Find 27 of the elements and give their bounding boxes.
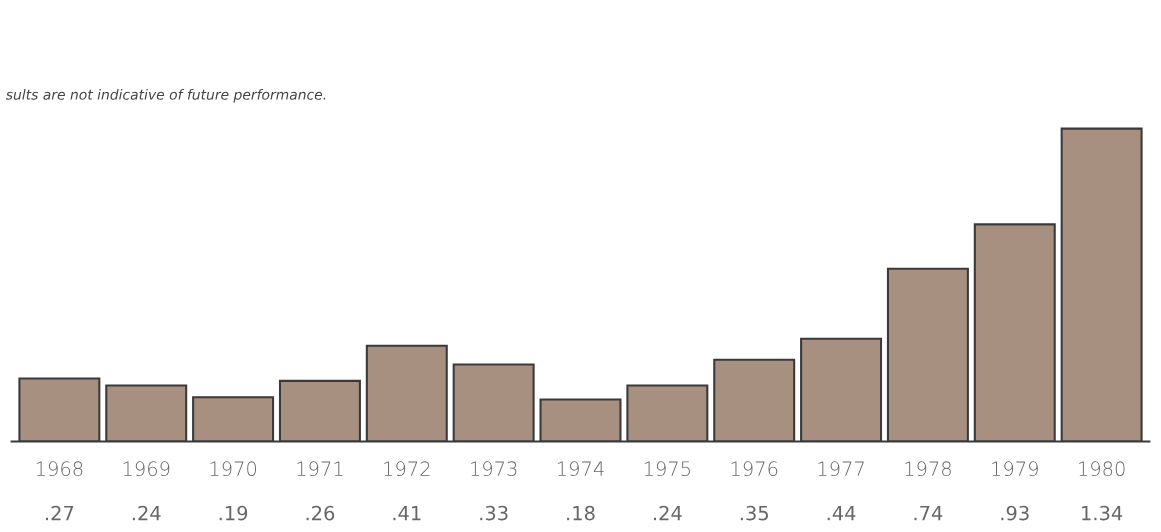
data-label: .19 bbox=[219, 505, 248, 521]
x-tick-label: 1976 bbox=[731, 461, 778, 477]
x-tick-label: 1974 bbox=[557, 461, 604, 477]
x-tick-label: 1980 bbox=[1079, 461, 1125, 477]
data-label: .18 bbox=[567, 505, 595, 521]
data-label: .24 bbox=[132, 505, 161, 521]
data-label: .24 bbox=[653, 505, 682, 521]
data-label: .44 bbox=[827, 506, 856, 521]
data-label: .26 bbox=[306, 505, 335, 521]
data-label: .33 bbox=[480, 505, 508, 521]
x-tick-label: 1968 bbox=[36, 461, 83, 477]
data-label: .35 bbox=[740, 505, 768, 521]
x-tick-label: 1975 bbox=[644, 461, 690, 477]
x-tick-label: 1973 bbox=[471, 461, 517, 477]
x-tick-label: 1978 bbox=[905, 461, 951, 477]
x-tick-label: 1979 bbox=[992, 461, 1038, 477]
data-label: .27 bbox=[46, 505, 74, 521]
text: sults are not indicative of future performance. bbox=[5, 89, 326, 103]
x-tick-label: 1969 bbox=[123, 461, 170, 477]
data-label: .93 bbox=[1001, 505, 1029, 521]
data-label: .41 bbox=[393, 506, 421, 521]
x-tick-label: 1971 bbox=[297, 461, 343, 477]
x-tick-label: 1972 bbox=[384, 461, 430, 477]
data-label: 1.34 bbox=[1082, 505, 1123, 521]
data-label: .74 bbox=[914, 506, 943, 521]
x-tick-label: 1970 bbox=[210, 461, 257, 477]
x-tick-label: 1977 bbox=[818, 461, 864, 477]
